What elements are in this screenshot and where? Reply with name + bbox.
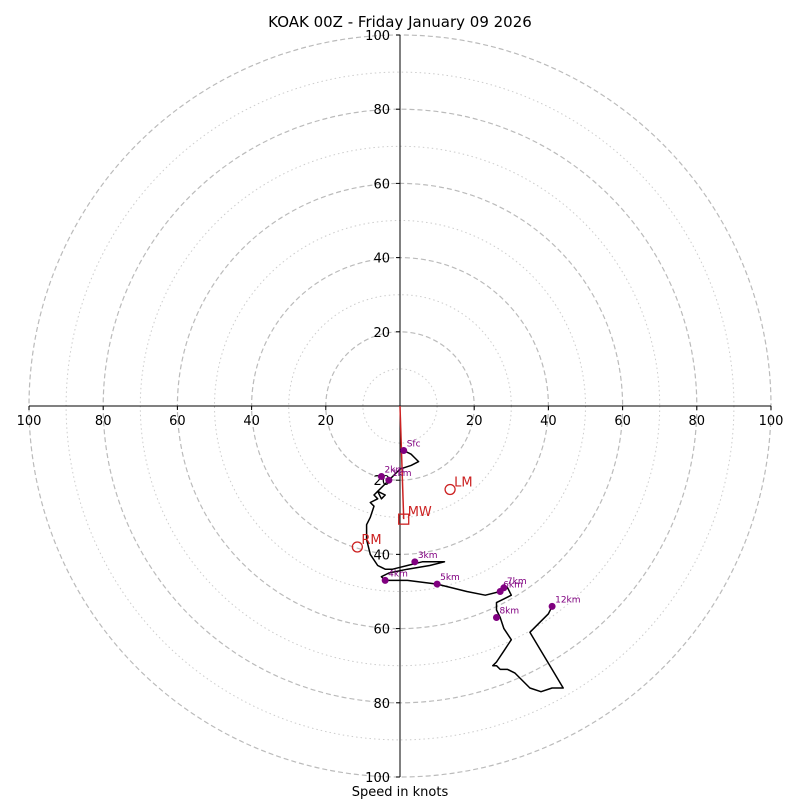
height-marker-12km [548,602,556,610]
height-label-7km: 7km [507,577,527,587]
y-tick-label: 60 [373,623,390,638]
height-label-1km: 1km [392,469,412,479]
shear-vector-group [399,405,405,520]
y-tick-label: 80 [373,697,390,712]
lm-marker [444,483,456,496]
y-tick-label: 20 [373,474,390,489]
height-label-6km: 6km [503,581,523,591]
tick-labels: 20 20 20 20 40 40 40 40 60 60 60 60 80 80 80 80 100 100 10… [17,29,784,786]
height-marker-1km [385,476,393,484]
y-tick-label: 40 [373,252,390,267]
rm-label: RM [361,533,381,548]
x-tick-label: 80 [95,414,112,429]
height-marker-2km [377,472,385,480]
x-tick-label: 100 [17,414,42,429]
x-axis-label: Speed in knots [352,785,449,800]
y-tick-label: 80 [373,103,390,118]
height-label-12km: 12km [555,595,580,605]
y-tick-label: 100 [365,29,390,44]
x-tick-label: 80 [689,414,706,429]
rm-marker [351,541,363,553]
mw-label: MW [408,505,432,520]
height-label-5km: 5km [440,573,460,583]
x-tick-label: 20 [466,414,483,429]
height-marker-3km [411,558,419,566]
shear-vector [399,405,405,520]
chart-title: KOAK 00Z - Friday January 09 2026 [268,13,532,31]
height-label-8km: 8km [499,606,519,616]
height-marker-5km [433,580,441,588]
y-tick-label: 40 [373,548,390,563]
x-tick-label: 20 [318,414,335,429]
height-label-4km: 4km [388,569,408,579]
x-tick-label: 60 [614,414,631,429]
mw-marker [398,513,410,525]
y-tick-label: 20 [373,326,390,341]
y-tick-label: 100 [365,771,390,786]
height-label-3km: 3km [418,551,438,561]
x-tick-label: 40 [243,414,260,429]
storm-motion-markers: RM LM MW [351,475,473,553]
x-tick-label: 40 [540,414,557,429]
height-marker-8km [492,613,500,621]
height-marker-sfc [400,447,408,455]
x-tick-label: 60 [169,414,186,429]
lm-label: LM [454,475,472,490]
y-tick-label: 60 [373,177,390,192]
height-label-sfc: Sfc [407,440,421,450]
x-tick-label: 100 [759,414,784,429]
height-marker-7km [500,584,508,592]
height-marker-4km [381,576,389,584]
height-label-2km: 2km [384,465,404,475]
